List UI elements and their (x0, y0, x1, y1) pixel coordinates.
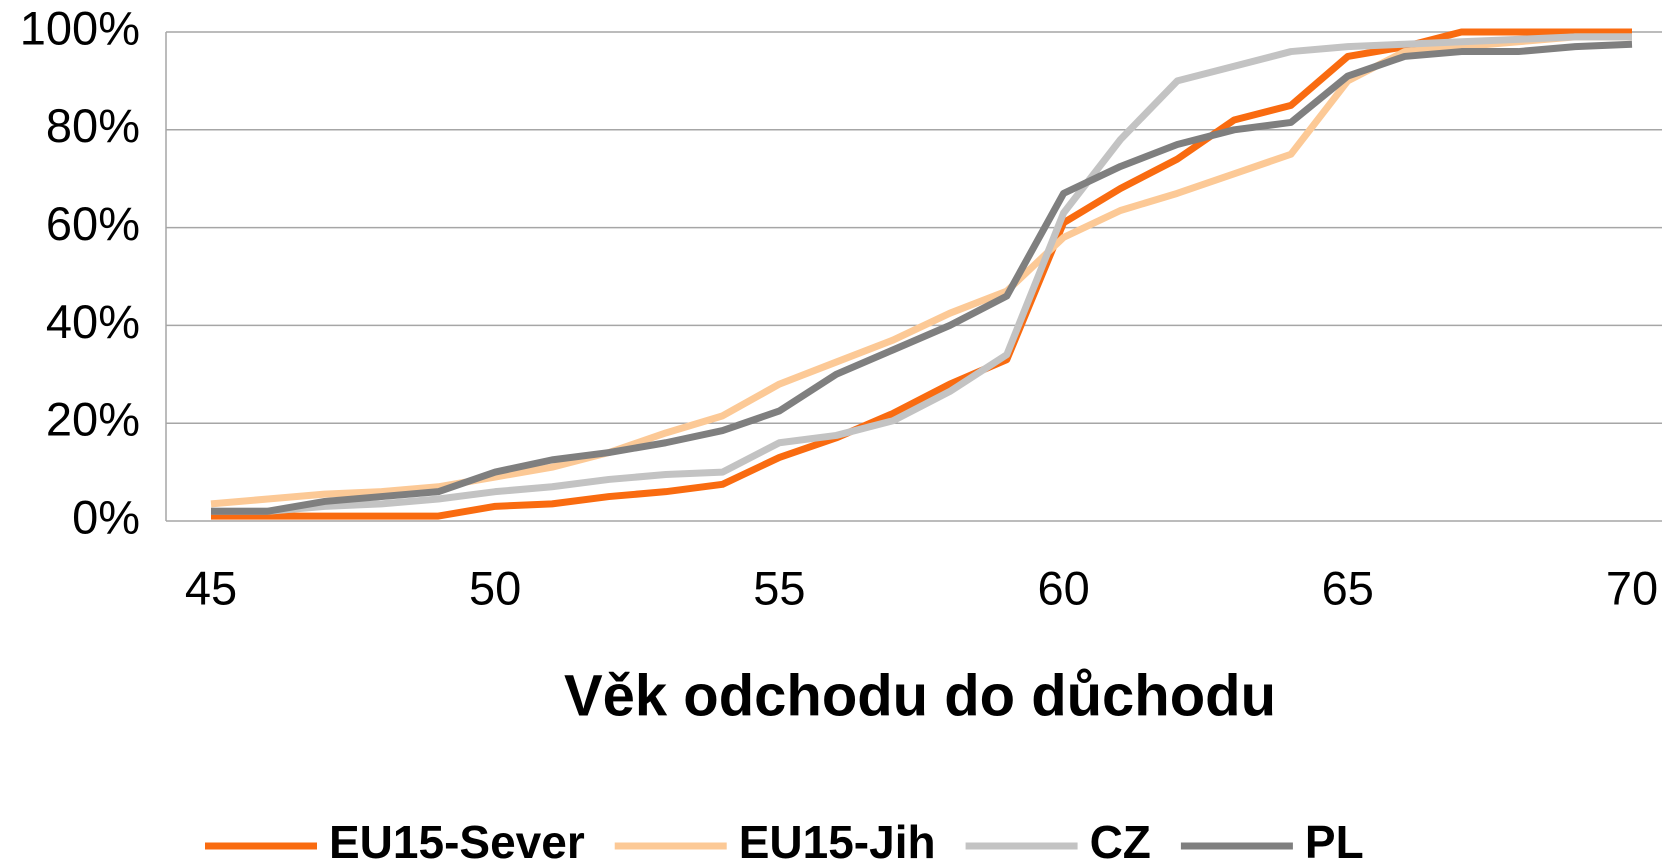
series-line (211, 28, 1632, 520)
legend-label: PL (1305, 816, 1364, 865)
x-tick-label: 70 (1606, 561, 1658, 614)
legend-label: EU15-Jih (739, 816, 936, 865)
x-tick-label: 55 (753, 561, 805, 614)
y-tick-label: 60% (46, 197, 140, 250)
y-tick-label: 20% (46, 393, 140, 446)
y-tick-label: 80% (46, 99, 140, 152)
x-axis-title: Věk odchodu do důchodu (564, 663, 1276, 728)
series-line (211, 40, 1633, 515)
series-line (211, 33, 1632, 515)
y-tick-label: 40% (46, 295, 140, 348)
legend-label: CZ (1090, 816, 1151, 865)
y-tick-label: 0% (72, 490, 140, 543)
x-tick-label: 60 (1037, 561, 1089, 614)
x-tick-label: 50 (469, 561, 521, 614)
x-tick-label: 65 (1322, 561, 1374, 614)
x-tick-label: 45 (185, 561, 237, 614)
y-tick-label: 100% (20, 1, 140, 54)
legend-label: EU15-Sever (329, 816, 585, 865)
series-line (210, 33, 1632, 508)
